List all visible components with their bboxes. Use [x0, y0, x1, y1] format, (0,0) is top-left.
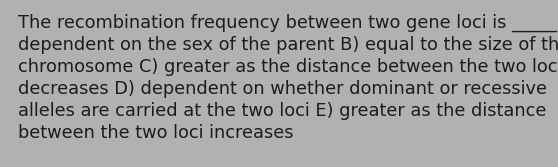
- Text: between the two loci increases: between the two loci increases: [18, 124, 294, 142]
- Text: decreases D) dependent on whether dominant or recessive: decreases D) dependent on whether domina…: [18, 80, 547, 98]
- Text: chromosome C) greater as the distance between the two loci: chromosome C) greater as the distance be…: [18, 58, 558, 76]
- Text: dependent on the sex of the parent B) equal to the size of the: dependent on the sex of the parent B) eq…: [18, 36, 558, 54]
- Text: alleles are carried at the two loci E) greater as the distance: alleles are carried at the two loci E) g…: [18, 102, 546, 120]
- Text: The recombination frequency between two gene loci is _____. A): The recombination frequency between two …: [18, 14, 558, 32]
